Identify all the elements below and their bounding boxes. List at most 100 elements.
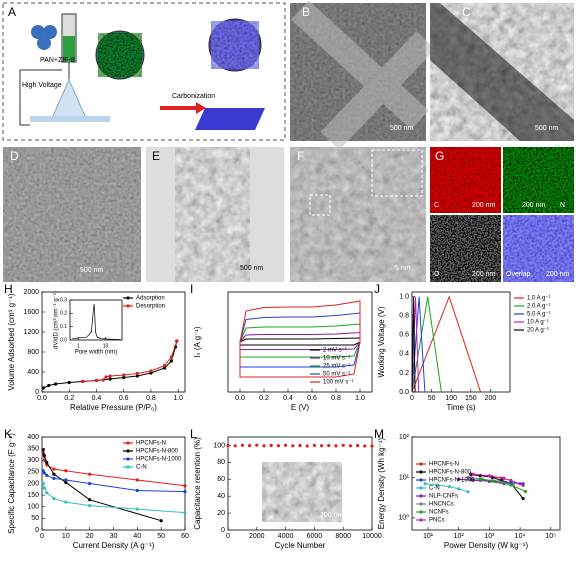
x-tick-label: 10 [103, 343, 109, 349]
legend-label: 2.0 A g⁻¹ [527, 304, 551, 310]
map-overlap [503, 215, 574, 282]
y-tick-label: 300 [27, 457, 39, 464]
y-tick-label: 0.2 [60, 311, 67, 317]
series-line [239, 300, 361, 378]
y-tick-label: 200 [27, 480, 39, 487]
panel-a: A PAN+ZIF-8 High Voltage Carbonization [2, 2, 286, 141]
zoom-box [371, 149, 423, 197]
chart: 0 50 100 150 200 0.0 0.2 0.4 0.6 0.8 1.0 Time (s) Wo… [374, 282, 551, 412]
panel-label: I [190, 282, 193, 296]
y-axis-label: Working Voltage (V) [377, 306, 386, 377]
x-tick-label: 0 [410, 395, 414, 402]
circuit [19, 69, 62, 126]
x-tick-label: 30 [110, 533, 118, 540]
plot-frame [411, 436, 561, 531]
panel-label: A [8, 5, 16, 19]
panel-label: K [4, 427, 12, 441]
legend-marker [126, 296, 130, 300]
y-tick-label: 0 [221, 527, 225, 534]
scale-bar: 200 nm [320, 512, 344, 519]
data-point [469, 472, 473, 476]
y-tick-label: 10⁰ [398, 514, 409, 522]
x-tick-label: 0.6 [307, 395, 317, 402]
data-point [42, 454, 46, 458]
legend-label: NCNFs [429, 510, 449, 516]
map-label: Overlap [506, 271, 531, 278]
data-point [466, 490, 470, 494]
series-line [411, 296, 416, 393]
data-point [122, 375, 126, 380]
data-point [169, 359, 173, 363]
legend-marker [419, 518, 423, 522]
x-tick-label: 150 [465, 395, 477, 402]
plot-frame [41, 291, 186, 393]
panel-f: F 5 nm [290, 147, 426, 282]
data-point [466, 475, 470, 480]
legend-marker [419, 478, 423, 482]
zoom-box [309, 194, 331, 216]
x-axis-label: E (V) [291, 403, 310, 412]
panel-b: B 500 nm [290, 0, 436, 150]
map-o [430, 215, 501, 282]
y-tick-label: 400 [27, 434, 39, 441]
precursor-label: PAN+ZIF-8 [40, 57, 75, 64]
fiber-texture [98, 33, 142, 77]
x-tick-label: 6000 [307, 533, 323, 540]
voltage-label: High Voltage [22, 82, 62, 89]
y-tick-label: 250 [27, 469, 39, 476]
legend-marker [126, 441, 130, 445]
scale-bar: 200 nm [472, 271, 496, 278]
panel-c: C 500 nm [430, 3, 574, 141]
legend-label: C-N [136, 465, 147, 471]
x-tick-label: 0.2 [64, 395, 74, 402]
data-point [478, 477, 482, 481]
data-point [52, 497, 56, 501]
scale-bar: 500 nm [240, 265, 264, 272]
arrow-head [196, 102, 206, 114]
fiber [175, 147, 250, 282]
legend-marker [126, 465, 130, 469]
data-point [334, 444, 338, 448]
scale-bar: 500 nm [390, 125, 414, 132]
data-point [88, 481, 92, 486]
data-point [64, 500, 68, 504]
data-point [509, 483, 513, 487]
data-point [363, 444, 367, 448]
panel-label: E [152, 149, 160, 163]
data-point [162, 363, 167, 368]
data-point [370, 444, 374, 448]
x-tick-label: 50 [157, 533, 165, 540]
y-tick-label: 0 [35, 389, 39, 396]
panel-d: D 500 nm [3, 147, 141, 282]
legend-label: HPCNFs-N-1000 [429, 478, 475, 484]
panel-label: C [462, 5, 471, 19]
plot-frame [411, 291, 511, 393]
plot-frame [227, 436, 373, 531]
data-point [52, 476, 56, 480]
data-point [298, 443, 302, 448]
scale-bar: 200 nm [522, 202, 546, 209]
map-label: N [560, 202, 565, 209]
panel-label: J [374, 282, 380, 296]
chart: 0 10 20 30 40 50 60 0 50 100 150 200 250 300 350 400 Cur… [4, 427, 189, 550]
x-tick-label: 4000 [278, 533, 294, 540]
data-point [52, 472, 56, 476]
x-tick-label: 20 [86, 533, 94, 540]
data-point [104, 375, 108, 379]
series-line [458, 478, 505, 485]
x-tick-label: 0.4 [283, 395, 293, 402]
tem-inset [262, 462, 342, 522]
panel-label: B [302, 5, 310, 19]
series-line [42, 483, 186, 514]
zif-particle [37, 36, 51, 50]
legend-marker [126, 449, 130, 453]
y-tick-label: 0.1 [60, 324, 67, 330]
legend-label: C-N [429, 486, 440, 492]
data-point [64, 469, 68, 473]
data-point [183, 490, 187, 494]
data-point [291, 444, 295, 448]
plot-frame [69, 299, 123, 341]
data-point [435, 483, 439, 487]
data-point [88, 472, 92, 476]
